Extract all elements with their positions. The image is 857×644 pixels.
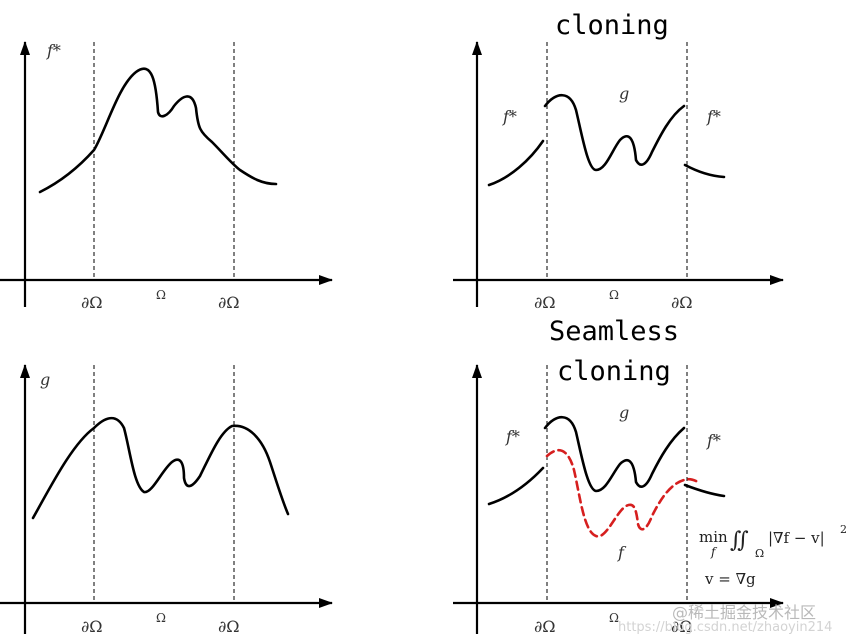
watermark: https://blog.csdn.net/zhaoyin214 @稀土掘金技术… <box>618 603 832 635</box>
boundary-label-right: ∂Ω <box>218 293 240 312</box>
f-star-right-segment <box>683 163 726 179</box>
boundary-label-left: ∂Ω <box>81 293 103 312</box>
power-two: 2 <box>840 523 847 536</box>
panel-title-cloning-2: cloning <box>557 356 671 387</box>
gradient-norm: |∇f − v| <box>768 529 825 547</box>
panel-top-right: cloning f* g f* ∂Ω Ω ∂Ω <box>453 10 784 312</box>
watermark-url: https://blog.csdn.net/zhaoyin214 <box>618 620 832 635</box>
g-curve <box>543 93 686 172</box>
f-star-right-label: f* <box>706 431 721 450</box>
f-label: f <box>617 543 627 562</box>
f-star-right-segment <box>683 483 726 498</box>
f-star-label: f* <box>46 41 61 60</box>
panel-title-seamless: Seamless <box>549 316 679 347</box>
boundary-label-left: ∂Ω <box>534 293 556 312</box>
domain-label: Ω <box>609 288 619 302</box>
f-star-left-segment <box>487 139 545 187</box>
min-subscript: f <box>710 545 718 559</box>
panel-bottom-left: g ∂Ω Ω ∂Ω <box>0 364 333 636</box>
poisson-equation: min f ∬ Ω |∇f − v| 2 v = ∇g <box>699 523 847 588</box>
panel-top-left: f* ∂Ω Ω ∂Ω <box>0 41 333 312</box>
g-label: g <box>40 370 50 389</box>
double-integral: ∬ <box>730 528 749 553</box>
boundary-label-right: ∂Ω <box>218 617 240 636</box>
integral-subscript: Ω <box>755 547 764 560</box>
panel-bottom-right: Seamless cloning f* g f* f ∂Ω Ω ∂Ω min f… <box>453 316 847 636</box>
g-label: g <box>619 403 629 422</box>
panel-title-cloning: cloning <box>555 10 669 41</box>
f-star-right-label: f* <box>706 107 721 126</box>
guidance-constraint: v = ∇g <box>704 570 756 588</box>
f-star-curve <box>38 67 278 194</box>
boundary-label-left: ∂Ω <box>81 617 103 636</box>
domain-label: Ω <box>156 288 166 302</box>
f-star-left-segment <box>487 466 545 506</box>
min-operator: min <box>699 528 728 546</box>
domain-label: Ω <box>156 611 166 625</box>
boundary-label-right: ∂Ω <box>671 617 693 636</box>
g-curve <box>543 415 686 493</box>
f-star-left-label: f* <box>505 427 520 446</box>
boundary-label-right: ∂Ω <box>671 293 693 312</box>
g-curve <box>31 416 290 520</box>
domain-label: Ω <box>609 611 619 625</box>
g-label: g <box>619 84 629 103</box>
f-solution-curve <box>545 448 700 538</box>
boundary-label-left: ∂Ω <box>534 617 556 636</box>
f-star-left-label: f* <box>502 107 517 126</box>
watermark-brand: @稀土掘金技术社区 <box>672 603 816 622</box>
